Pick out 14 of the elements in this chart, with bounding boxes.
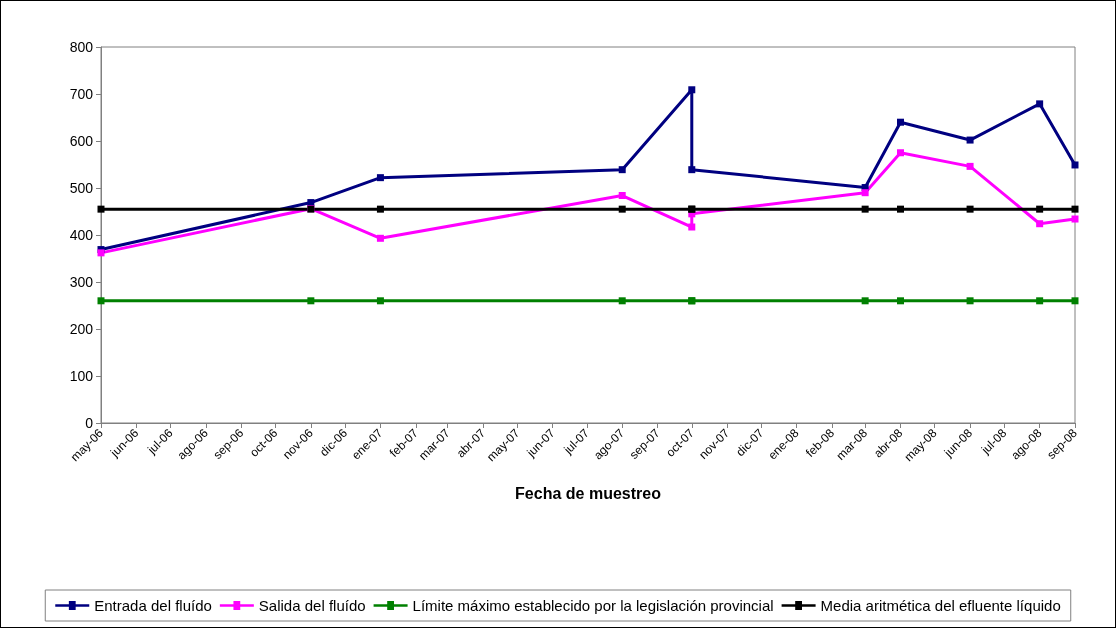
legend-label: Salida del fluído <box>258 597 366 614</box>
y-tick-label: 700 <box>69 86 94 102</box>
y-tick-label: 300 <box>69 274 94 290</box>
y-tick-label: 400 <box>69 227 94 243</box>
x-axis-title: Fecha de muestreo <box>515 484 662 502</box>
legend-label: Media aritmética del efluente líquido <box>820 597 1061 614</box>
y-tick-label: 800 <box>69 39 94 55</box>
legend-label: Límite máximo establecido por la legislación provincial <box>412 597 774 614</box>
y-tick-label: 600 <box>69 133 94 149</box>
y-tick-label: 500 <box>69 180 94 196</box>
y-tick-label: 0 <box>85 415 94 431</box>
y-tick-label: 100 <box>69 368 94 384</box>
legend-label: Entrada del fluído <box>94 597 212 614</box>
y-tick-label: 200 <box>69 321 94 337</box>
